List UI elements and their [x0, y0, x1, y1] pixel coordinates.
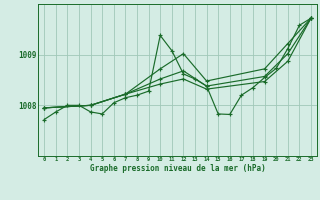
X-axis label: Graphe pression niveau de la mer (hPa): Graphe pression niveau de la mer (hPa)	[90, 164, 266, 173]
